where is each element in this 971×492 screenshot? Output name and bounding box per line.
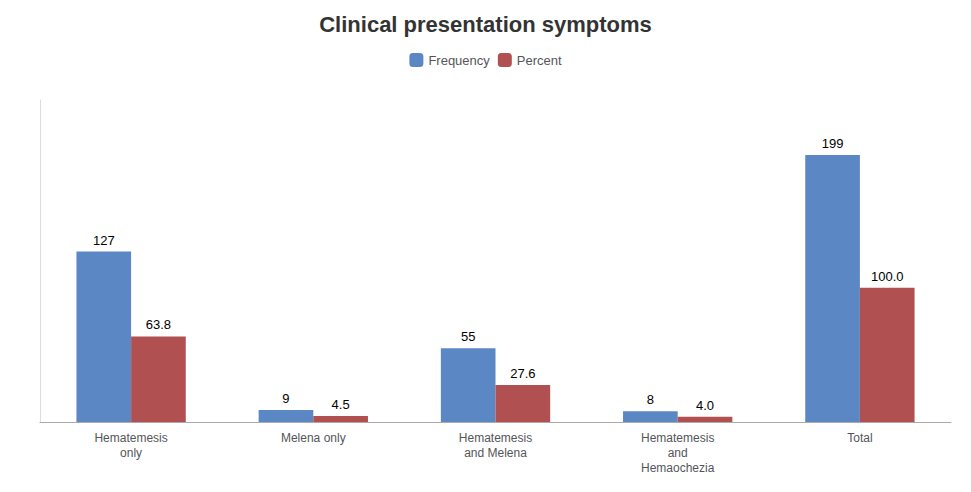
svg-text:Hematemesis: Hematemesis <box>641 431 714 445</box>
svg-text:4.5: 4.5 <box>332 397 350 412</box>
svg-text:8: 8 <box>647 392 654 407</box>
svg-text:199: 199 <box>822 136 844 151</box>
svg-text:Percent: Percent <box>517 53 562 68</box>
svg-text:and: and <box>668 446 688 460</box>
svg-text:27.6: 27.6 <box>510 366 535 381</box>
svg-text:Hematemesis: Hematemesis <box>459 431 532 445</box>
svg-text:Hemaochezia: Hemaochezia <box>641 461 715 475</box>
svg-text:127: 127 <box>93 233 115 248</box>
svg-text:Frequency: Frequency <box>428 53 490 68</box>
svg-text:4.0: 4.0 <box>696 398 714 413</box>
svg-text:Clinical presentation symptoms: Clinical presentation symptoms <box>319 12 652 37</box>
svg-text:and Melena: and Melena <box>464 446 527 460</box>
svg-text:only: only <box>120 446 142 460</box>
svg-text:55: 55 <box>461 329 475 344</box>
svg-text:Hematemesis: Hematemesis <box>94 431 167 445</box>
svg-text:63.8: 63.8 <box>146 317 171 332</box>
svg-text:9: 9 <box>282 391 289 406</box>
svg-text:Total: Total <box>847 431 872 445</box>
svg-text:100.0: 100.0 <box>871 269 904 284</box>
svg-text:Melena only: Melena only <box>281 431 346 445</box>
